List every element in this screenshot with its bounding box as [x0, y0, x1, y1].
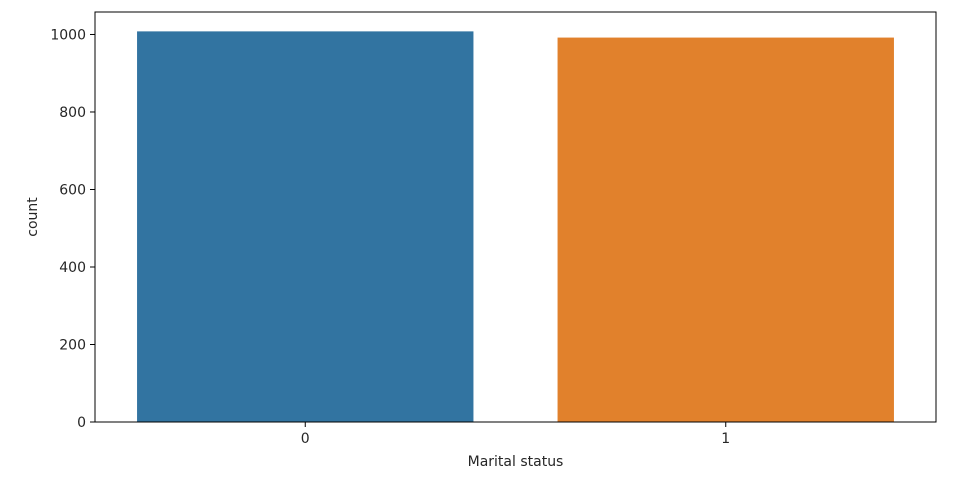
y-tick-label-0: 0	[77, 415, 86, 431]
x-tick-label-1: 1	[721, 431, 730, 447]
x-tick-label-0: 0	[301, 431, 310, 447]
y-tick-label-800: 800	[59, 105, 86, 121]
plot-frame	[94, 11, 937, 423]
bar-1	[557, 37, 894, 422]
y-tick-label-200: 200	[59, 337, 86, 353]
y-tick-label-600: 600	[59, 182, 86, 198]
y-tick-label-1000: 1000	[50, 27, 86, 43]
y-tick-label-400: 400	[59, 260, 86, 276]
y-axis-label: count	[25, 197, 41, 237]
x-axis-label: Marital status	[468, 454, 564, 470]
bar-0	[137, 31, 474, 422]
y-axis-ticks: 0 200 400 600 800 1000	[50, 27, 95, 431]
bars-group	[137, 31, 894, 422]
